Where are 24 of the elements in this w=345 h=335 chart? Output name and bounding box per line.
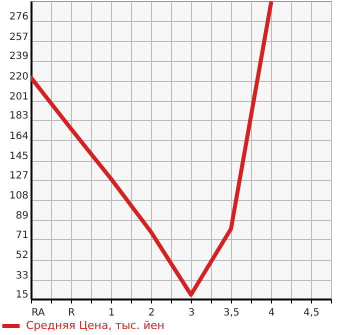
x-tick-label: 2 [148, 308, 155, 318]
x-tick-label: RA [32, 308, 46, 318]
y-tick-label: 71 [16, 230, 28, 241]
y-tick-label: 183 [9, 110, 28, 122]
y-tick-label: 145 [9, 151, 28, 162]
y-tick-label: 201 [9, 92, 28, 103]
x-tick-label: 4 [268, 308, 275, 318]
y-tick-label: 108 [9, 190, 28, 202]
x-tick-label: R [68, 308, 76, 318]
y-tick-label: 127 [9, 170, 28, 182]
y-tick-label: 164 [9, 130, 28, 142]
y-tick-label: 15 [16, 290, 28, 300]
y-tick-label: 239 [9, 51, 28, 62]
x-tick-label: 1 [108, 308, 115, 318]
y-tick-label: 257 [9, 32, 28, 43]
y-tick-label: 276 [9, 12, 28, 23]
x-tick-label: 3 [188, 308, 195, 318]
x-tick-label: 3,5 [224, 308, 240, 318]
legend-label: Средняя Цена, тыс. йен [26, 319, 164, 332]
y-tick-label: 220 [9, 71, 28, 82]
y-tick-label: 52 [16, 250, 28, 262]
x-tick-label: 4,5 [304, 308, 320, 318]
y-tick-label: 33 [16, 270, 28, 282]
y-tick-label: 89 [16, 210, 28, 222]
